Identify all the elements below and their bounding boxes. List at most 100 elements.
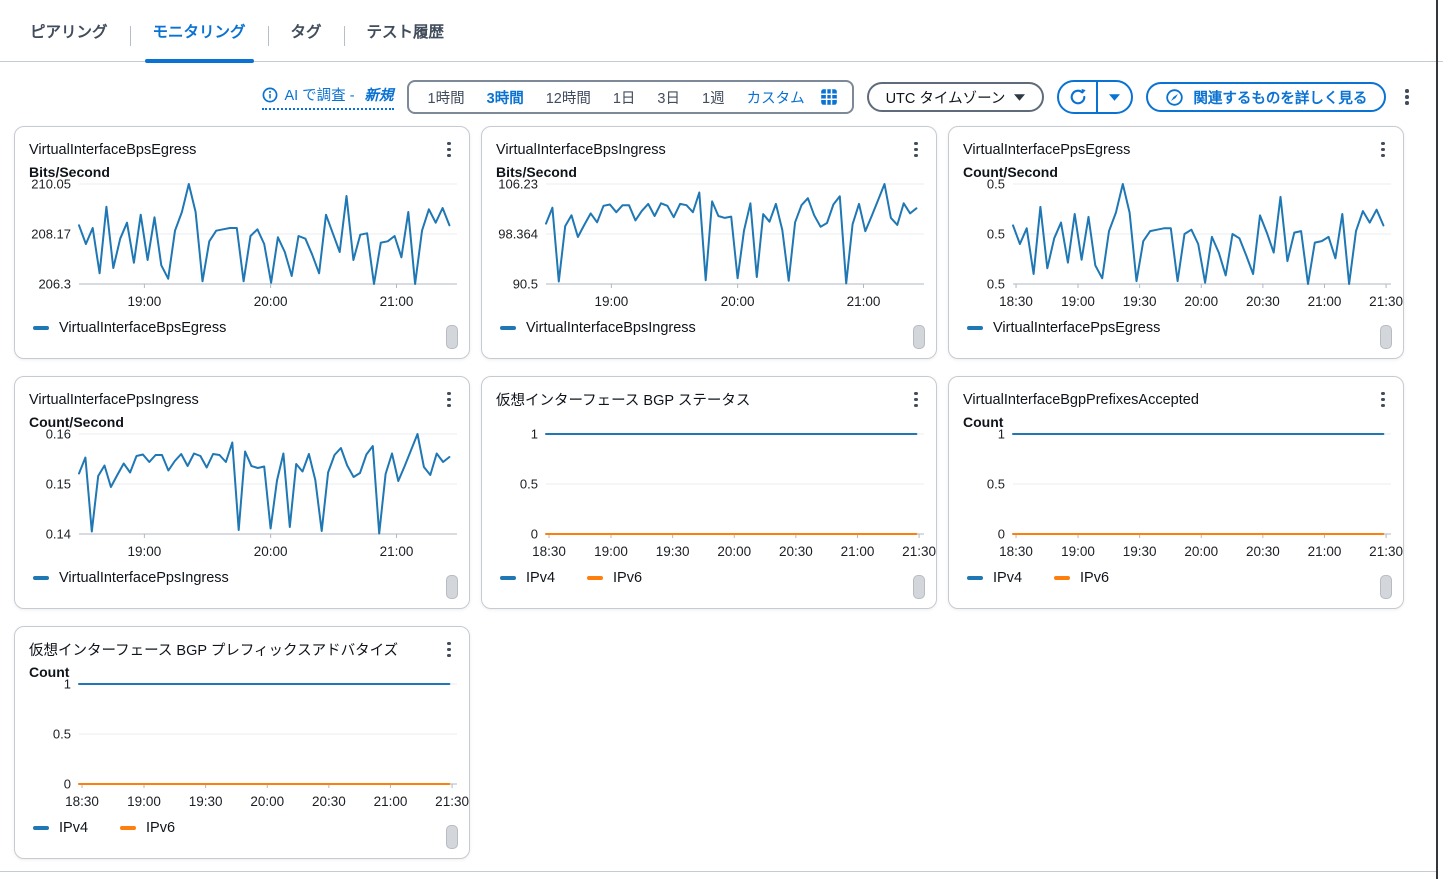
ai-investigate-link[interactable]: AI で調査 - 新規 <box>262 84 394 110</box>
refresh-options-button[interactable] <box>1096 82 1131 112</box>
chart-plot-row: 106.23 98.364 90.5 19:00 20:00 21:00 <box>496 177 924 309</box>
refresh-icon <box>1070 88 1086 105</box>
chart-menu-icon[interactable] <box>1375 138 1391 162</box>
legend-item[interactable]: IPv4 <box>500 570 555 586</box>
chart-legend: IPv4 IPv6 <box>500 570 924 586</box>
x-tick-label: 20:00 <box>1184 294 1219 309</box>
chart-legend: IPv4 IPv6 <box>967 570 1391 586</box>
chart-menu-icon[interactable] <box>908 138 924 162</box>
y-tick-label: 0 <box>997 526 1005 542</box>
x-tick-label: 20:30 <box>311 794 346 809</box>
ai-investigate-new-label: 新規 <box>364 88 394 104</box>
toolbar-menu-icon[interactable] <box>1399 85 1415 109</box>
explore-related-button[interactable]: 関連するものを詳しく見る <box>1146 82 1387 112</box>
chart-canvas <box>545 183 924 288</box>
time-range-1d[interactable]: 1日 <box>612 90 636 107</box>
resize-handle[interactable] <box>913 575 925 599</box>
calendar-picker-button[interactable] <box>816 88 844 106</box>
legend-item[interactable]: VirtualInterfacePpsIngress <box>33 570 229 586</box>
dot <box>914 147 918 152</box>
timezone-select[interactable]: UTC タイムゾーン <box>866 82 1045 112</box>
chart-title: VirtualInterfaceBpsEgress <box>29 141 197 158</box>
legend-item[interactable]: IPv4 <box>33 820 88 836</box>
calendar-icon <box>820 89 837 105</box>
chart-menu-icon[interactable] <box>441 138 457 162</box>
resize-handle[interactable] <box>1380 575 1392 599</box>
legend-color-dash <box>967 326 983 330</box>
y-tick-label: 0.5 <box>986 276 1005 292</box>
chart-card: VirtualInterfacePpsEgress Count/Second 0.5… <box>948 126 1404 359</box>
chart-menu-icon[interactable] <box>1375 388 1391 412</box>
time-range-1h[interactable]: 1時間 <box>427 90 465 107</box>
time-range-3d[interactable]: 3日 <box>657 90 680 107</box>
resize-handle[interactable] <box>1380 325 1392 349</box>
resize-handle[interactable] <box>446 575 458 599</box>
time-range-3h[interactable]: 3時間 <box>486 90 524 107</box>
legend-color-dash <box>33 826 49 830</box>
chevron-down-icon <box>1014 93 1026 101</box>
chart-title: VirtualInterfacePpsEgress <box>963 141 1131 158</box>
y-tick-label: 208.17 <box>31 226 71 242</box>
legend-item[interactable]: VirtualInterfacePpsEgress <box>967 320 1160 336</box>
chart-menu-icon[interactable] <box>441 638 457 662</box>
chevron-down-icon <box>1109 93 1121 101</box>
legend-item[interactable]: IPv6 <box>1054 570 1109 586</box>
legend-item[interactable]: IPv6 <box>120 820 175 836</box>
time-range-custom[interactable]: カスタム <box>746 90 805 107</box>
legend-label: IPv4 <box>993 570 1023 586</box>
legend-item[interactable]: IPv6 <box>587 570 642 586</box>
legend-label: VirtualInterfaceBpsEgress <box>59 320 227 336</box>
charts-grid: VirtualInterfaceBpsEgress Bits/Second 210.… <box>0 115 1443 859</box>
x-tick-label: 19:00 <box>127 794 161 809</box>
dot <box>447 653 451 658</box>
time-range-12h[interactable]: 12時間 <box>545 90 591 107</box>
x-tick-label: 19:00 <box>594 544 628 559</box>
y-tick-label: 0.5 <box>986 226 1005 242</box>
chart-menu-icon[interactable] <box>441 388 457 412</box>
refresh-button[interactable] <box>1059 82 1096 112</box>
series-line-VirtualInterfacePpsIngress <box>78 433 451 535</box>
dot <box>1381 153 1385 158</box>
resize-handle[interactable] <box>913 325 925 349</box>
chart-canvas <box>1012 183 1391 288</box>
legend-label: VirtualInterfacePpsIngress <box>59 570 229 586</box>
chart-card: 仮想インターフェース BGP ステータス 1 0.5 0 18:30 19:00 19:30… <box>481 376 937 609</box>
chart-title: VirtualInterfacePpsIngress <box>29 391 199 408</box>
tab-peering[interactable]: ピアリング <box>30 24 108 41</box>
chart-plot-area: 18:30 19:00 19:30 20:00 20:30 21:00 21:30 <box>999 433 1403 559</box>
resize-handle[interactable] <box>446 825 458 849</box>
legend-item[interactable]: VirtualInterfaceBpsIngress <box>500 320 696 336</box>
legend-color-dash <box>120 826 137 830</box>
y-tick-label: 106.23 <box>498 176 538 192</box>
chart-plot-row: 1 0.5 0 18:30 19:00 19:30 20:00 20:30 21:00 21:30 <box>496 427 936 560</box>
tab-test-history[interactable]: テスト履歴 <box>366 24 445 41</box>
chart-card-header: 仮想インターフェース BGP ステータス <box>496 386 924 413</box>
chart-plot-area: 18:30 19:00 19:30 20:00 20:30 21:00 21:30 <box>999 183 1403 309</box>
ai-investigate-label: AI で調査 - <box>284 88 355 104</box>
legend-item[interactable]: IPv4 <box>967 570 1022 586</box>
chart-title: VirtualInterfaceBpsIngress <box>496 141 666 158</box>
dot <box>914 153 918 158</box>
tab-divider <box>343 26 345 46</box>
chart-legend: VirtualInterfacePpsEgress <box>967 320 1391 336</box>
y-tick-label: 0.5 <box>519 476 538 492</box>
series-line-VirtualInterfaceBpsEgress <box>78 183 451 285</box>
y-axis-labels: 1 0.5 0 <box>496 427 546 542</box>
resize-handle[interactable] <box>446 325 458 349</box>
legend-label: IPv4 <box>59 820 89 836</box>
legend-item[interactable]: VirtualInterfaceBpsEgress <box>33 320 226 336</box>
chart-canvas <box>1012 433 1391 538</box>
tab-monitoring[interactable]: モニタリング <box>131 20 268 63</box>
y-tick-label: 98.364 <box>498 226 538 242</box>
tab-tags[interactable]: タグ <box>290 24 322 41</box>
dot <box>447 397 451 402</box>
dot <box>447 647 451 652</box>
x-tick-label: 19:30 <box>188 794 223 809</box>
legend-color-dash <box>500 326 516 330</box>
time-range-1w[interactable]: 1週 <box>702 90 725 107</box>
chart-menu-icon[interactable] <box>908 388 924 412</box>
y-tick-label: 0.16 <box>45 426 71 442</box>
scrollbar[interactable] <box>1436 0 1438 879</box>
chart-card: 仮想インターフェース BGP プレフィックスアドバタイズ Count 1 0.5 0 18… <box>14 626 470 859</box>
dot <box>447 391 451 396</box>
